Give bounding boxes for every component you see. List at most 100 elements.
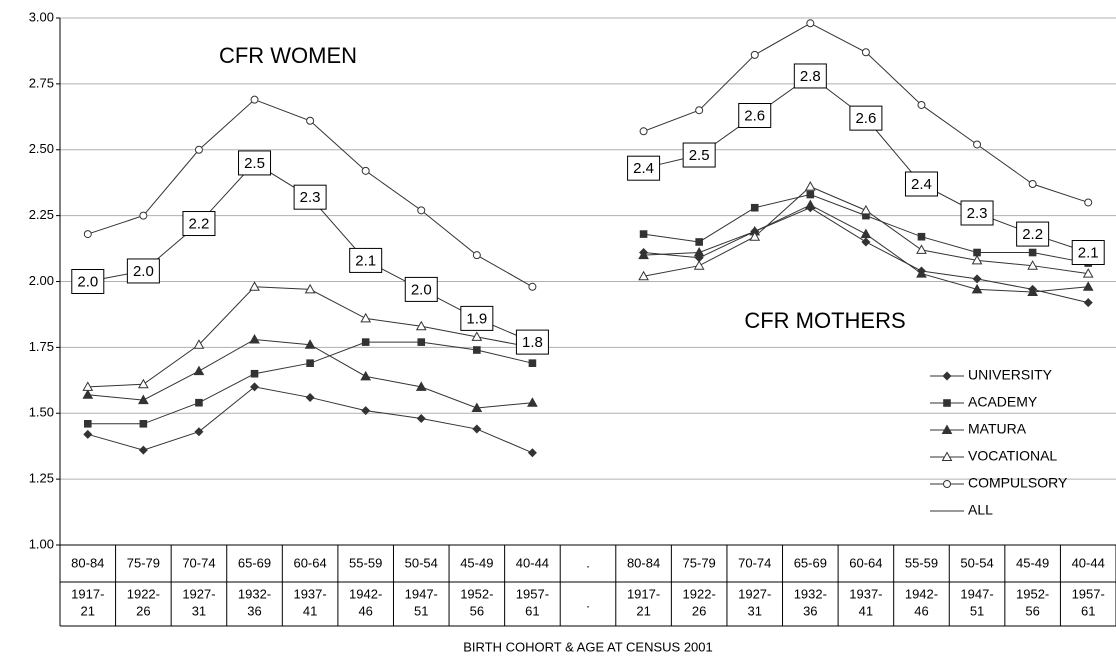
point bbox=[862, 211, 870, 220]
point bbox=[941, 451, 953, 461]
y-tick-label: 2.25 bbox=[29, 207, 54, 222]
data-label: 1.9 bbox=[466, 310, 487, 327]
point bbox=[806, 19, 815, 28]
series bbox=[82, 181, 1094, 391]
point bbox=[250, 382, 260, 392]
cohort-label: 1927- bbox=[738, 586, 771, 601]
cohort-label: 56 bbox=[470, 603, 484, 618]
cohort-label: 46 bbox=[358, 603, 372, 618]
point bbox=[193, 365, 205, 376]
y-tick-label: 1.00 bbox=[29, 536, 54, 551]
point bbox=[1027, 286, 1038, 297]
point bbox=[139, 419, 148, 428]
cohort-label: 1917- bbox=[71, 586, 104, 601]
point bbox=[306, 359, 314, 367]
cohort-label: 1932- bbox=[794, 586, 827, 601]
x-tick-label: 80-84 bbox=[71, 555, 104, 570]
point bbox=[304, 339, 316, 349]
point bbox=[1082, 281, 1094, 291]
x-tick-label: 65-69 bbox=[794, 555, 827, 570]
x-tick-label: 40-44 bbox=[516, 555, 549, 570]
cohort-label: 1922- bbox=[127, 586, 160, 601]
x-tick-label: 45-49 bbox=[460, 555, 493, 570]
data-label: 2.0 bbox=[133, 263, 154, 280]
cohort-label: 51 bbox=[414, 603, 428, 618]
point bbox=[250, 95, 259, 104]
data-label-box bbox=[960, 200, 994, 226]
point bbox=[861, 48, 870, 57]
cohort-label: 1932- bbox=[238, 586, 271, 601]
cohort-label: 41 bbox=[859, 603, 873, 618]
point bbox=[860, 204, 872, 215]
series-line bbox=[87, 194, 1089, 425]
cohort-label: 26 bbox=[136, 603, 150, 618]
annotation: CFR MOTHERS bbox=[744, 308, 905, 333]
point bbox=[527, 397, 538, 407]
data-label: 2.5 bbox=[689, 147, 710, 164]
x-tick-label: 65-69 bbox=[238, 555, 271, 570]
cohort-label: 1947- bbox=[960, 586, 993, 601]
point bbox=[361, 338, 370, 346]
data-label-box bbox=[1071, 240, 1105, 266]
point bbox=[360, 312, 372, 323]
cohort-label: 46 bbox=[914, 603, 928, 618]
legend-label: VOCATIONAL bbox=[968, 448, 1057, 464]
cohort-label: 31 bbox=[748, 603, 762, 618]
point bbox=[139, 211, 148, 220]
data-label-box bbox=[793, 63, 827, 89]
data-label: 2.2 bbox=[1022, 226, 1043, 243]
data-label-box bbox=[904, 171, 938, 197]
x-tick-label: 60-64 bbox=[293, 555, 326, 570]
y-tick-label: 1.50 bbox=[29, 405, 54, 420]
data-label: 2.4 bbox=[633, 160, 654, 177]
data-label: 2.8 bbox=[800, 68, 821, 85]
point bbox=[804, 181, 816, 191]
x-tick-label: . bbox=[586, 555, 590, 570]
point bbox=[138, 394, 149, 405]
cohort-label: 1957- bbox=[1072, 586, 1105, 601]
cohort-label: 36 bbox=[247, 603, 261, 618]
x-tick-label: 70-74 bbox=[738, 555, 771, 570]
series-line bbox=[87, 204, 1089, 409]
point bbox=[250, 369, 259, 378]
point bbox=[638, 270, 649, 281]
point bbox=[82, 389, 94, 399]
data-label-box bbox=[349, 247, 383, 273]
cohort-label: 26 bbox=[692, 603, 706, 618]
x-tick-label: 75-79 bbox=[127, 555, 160, 570]
point bbox=[249, 333, 260, 344]
cohort-label: 61 bbox=[525, 603, 539, 618]
cohort-label: 1917- bbox=[627, 586, 660, 601]
legend-label: MATURA bbox=[968, 421, 1027, 437]
point bbox=[361, 406, 371, 416]
data-label: 2.1 bbox=[355, 252, 376, 269]
point bbox=[306, 116, 315, 125]
x-tick-label: 40-44 bbox=[1072, 555, 1105, 570]
point bbox=[305, 392, 315, 402]
cohort-label: 1937- bbox=[849, 586, 882, 601]
cohort-label: 36 bbox=[803, 603, 817, 618]
point bbox=[471, 331, 483, 341]
point bbox=[971, 283, 983, 294]
data-label-box bbox=[515, 329, 549, 355]
point bbox=[415, 381, 427, 391]
cohort-label: 61 bbox=[1081, 603, 1095, 618]
annotation: CFR WOMEN bbox=[219, 43, 357, 68]
data-label-box bbox=[182, 211, 216, 237]
point bbox=[194, 427, 204, 437]
series bbox=[82, 199, 1094, 412]
data-label-box bbox=[293, 184, 327, 210]
point bbox=[360, 370, 372, 381]
point bbox=[527, 448, 537, 458]
x-tick-label: 50-54 bbox=[960, 555, 993, 570]
point bbox=[473, 346, 481, 354]
x-tick-label: 80-84 bbox=[627, 555, 660, 570]
point bbox=[83, 429, 93, 439]
cohort-label: 1952- bbox=[460, 586, 493, 601]
y-tick-label: 1.25 bbox=[29, 471, 54, 486]
point bbox=[693, 260, 705, 270]
point bbox=[416, 414, 426, 424]
point bbox=[1084, 198, 1093, 207]
point bbox=[917, 232, 926, 241]
